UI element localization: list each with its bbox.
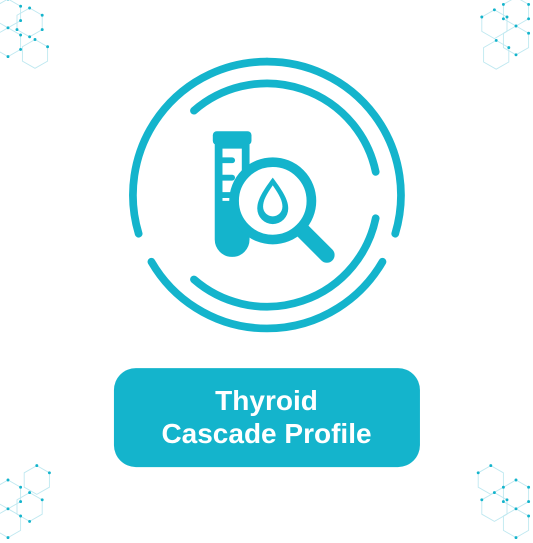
hex-decoration-tr [453,0,533,80]
title-pill: Thyroid Cascade Profile [113,368,419,467]
hex-decoration-tl [0,0,80,80]
hex-decoration-bl [0,453,80,543]
lab-test-icon [212,131,326,255]
hex-decoration-br [453,453,533,543]
title-line-2: Cascade Profile [161,417,371,451]
test-card: Thyroid Cascade Profile [113,50,419,467]
title-line-1: Thyroid [161,384,371,418]
icon-badge [121,50,411,340]
